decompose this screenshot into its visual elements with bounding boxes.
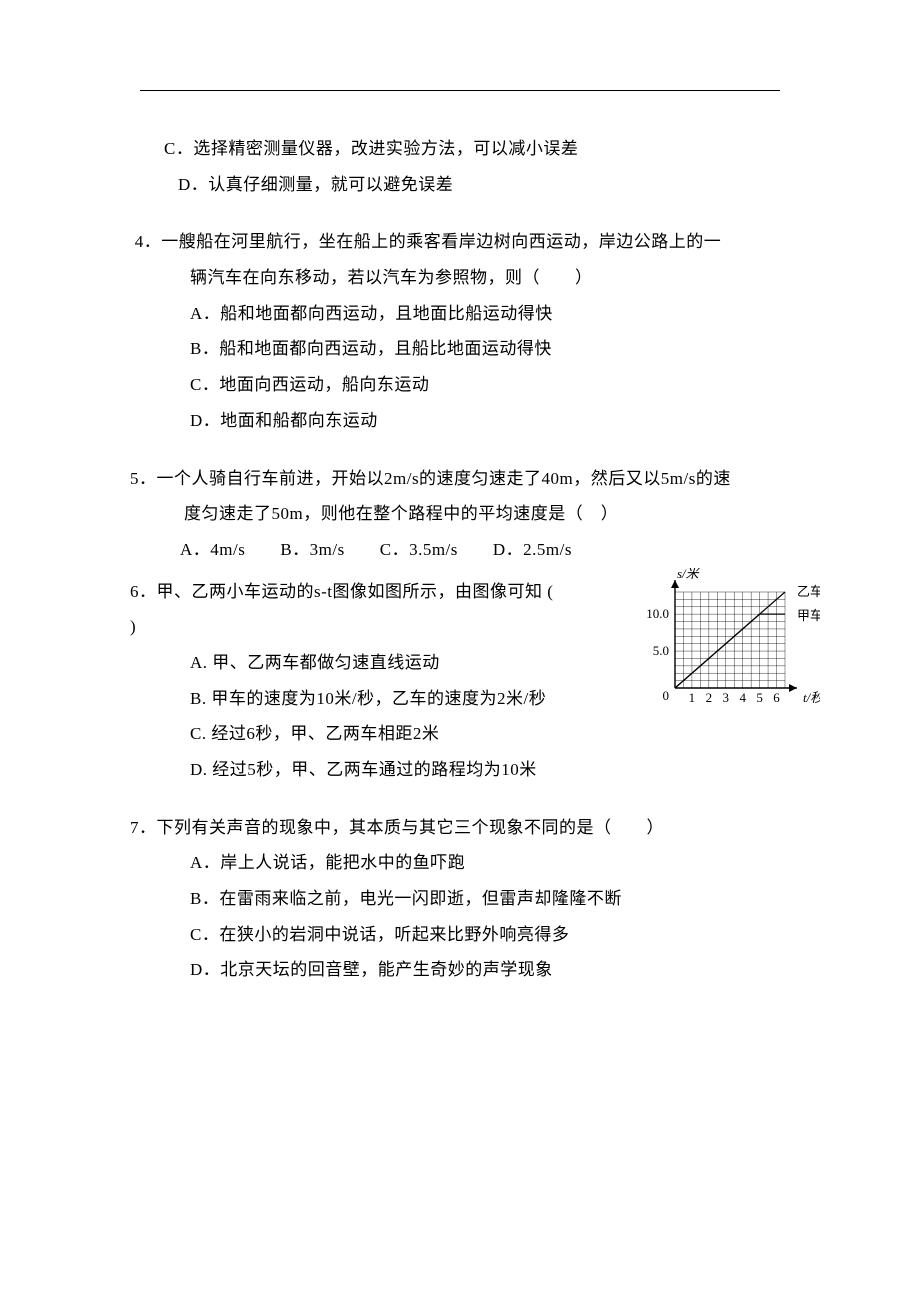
q4-option-c: C．地面向西运动，船向东运动 bbox=[130, 367, 810, 403]
svg-text:1: 1 bbox=[689, 690, 696, 705]
st-chart: 123456 5.0 10.0 0 t/秒 s/米乙车甲车 bbox=[625, 568, 820, 723]
q3-option-d: D．认真仔细测量，就可以避免误差 bbox=[130, 167, 810, 203]
q5-stem-line2: 度匀速走了50m，则他在整个路程中的平均速度是（ ） bbox=[130, 496, 810, 532]
q7-stem: 7．下列有关声音的现象中，其本质与其它三个现象不同的是（ ） bbox=[130, 810, 810, 846]
svg-text:甲车: 甲车 bbox=[797, 608, 820, 623]
chart-svg: 123456 5.0 10.0 0 t/秒 s/米乙车甲车 bbox=[625, 568, 820, 718]
q7-option-c: C．在狭小的岩洞中说话，听起来比野外响亮得多 bbox=[130, 917, 810, 953]
q5-options: A．4m/s B．3m/s C．3.5m/s D．2.5m/s bbox=[130, 532, 810, 568]
svg-text:4: 4 bbox=[739, 690, 746, 705]
q4-stem-line1: 4．一艘船在河里航行，坐在船上的乘客看岸边树向西运动，岸边公路上的一 bbox=[130, 224, 810, 260]
svg-text:10.0: 10.0 bbox=[646, 606, 669, 621]
q7-option-d: D．北京天坛的回音壁，能产生奇妙的声学现象 bbox=[130, 952, 810, 988]
svg-text:5.0: 5.0 bbox=[653, 643, 669, 658]
question-4: 4．一艘船在河里航行，坐在船上的乘客看岸边树向西运动，岸边公路上的一 辆汽车在向… bbox=[130, 224, 810, 438]
q5-stem-line1: 5．一个人骑自行车前进，开始以2m/s的速度匀速走了40m，然后又以5m/s的速 bbox=[130, 461, 810, 497]
svg-text:3: 3 bbox=[723, 690, 730, 705]
question-6: 6．甲、乙两小车运动的s-t图像如图所示，由图像可知 ( ) A. 甲、乙两车都… bbox=[130, 574, 810, 788]
question-7: 7．下列有关声音的现象中，其本质与其它三个现象不同的是（ ） A．岸上人说话，能… bbox=[130, 810, 810, 988]
document-page: C．选择精密测量仪器，改进实验方法，可以减小误差 D．认真仔细测量，就可以避免误… bbox=[0, 0, 920, 1302]
q7-option-a: A．岸上人说话，能把水中的鱼吓跑 bbox=[130, 845, 810, 881]
q4-option-b: B．船和地面都向西运动，且船比地面运动得快 bbox=[130, 331, 810, 367]
svg-text:6: 6 bbox=[773, 690, 780, 705]
question-3-partial: C．选择精密测量仪器，改进实验方法，可以减小误差 D．认真仔细测量，就可以避免误… bbox=[130, 131, 810, 202]
q4-stem-line2: 辆汽车在向东移动，若以汽车为参照物，则（ ） bbox=[130, 260, 810, 296]
svg-text:5: 5 bbox=[756, 690, 763, 705]
q6-option-d: D. 经过5秒，甲、乙两车通过的路程均为10米 bbox=[130, 752, 810, 788]
svg-text:乙车: 乙车 bbox=[797, 584, 820, 599]
svg-text:0: 0 bbox=[663, 688, 670, 703]
q3-option-c: C．选择精密测量仪器，改进实验方法，可以减小误差 bbox=[130, 131, 810, 167]
q7-option-b: B．在雷雨来临之前，电光一闪即逝，但雷声却隆隆不断 bbox=[130, 881, 810, 917]
svg-text:s/米: s/米 bbox=[677, 568, 701, 581]
svg-text:2: 2 bbox=[706, 690, 713, 705]
question-5: 5．一个人骑自行车前进，开始以2m/s的速度匀速走了40m，然后又以5m/s的速… bbox=[130, 461, 810, 568]
q4-option-a: A．船和地面都向西运动，且地面比船运动得快 bbox=[130, 296, 810, 332]
q4-option-d: D．地面和船都向东运动 bbox=[130, 403, 810, 439]
page-top-divider bbox=[140, 90, 780, 91]
svg-text:t/秒: t/秒 bbox=[803, 690, 820, 705]
